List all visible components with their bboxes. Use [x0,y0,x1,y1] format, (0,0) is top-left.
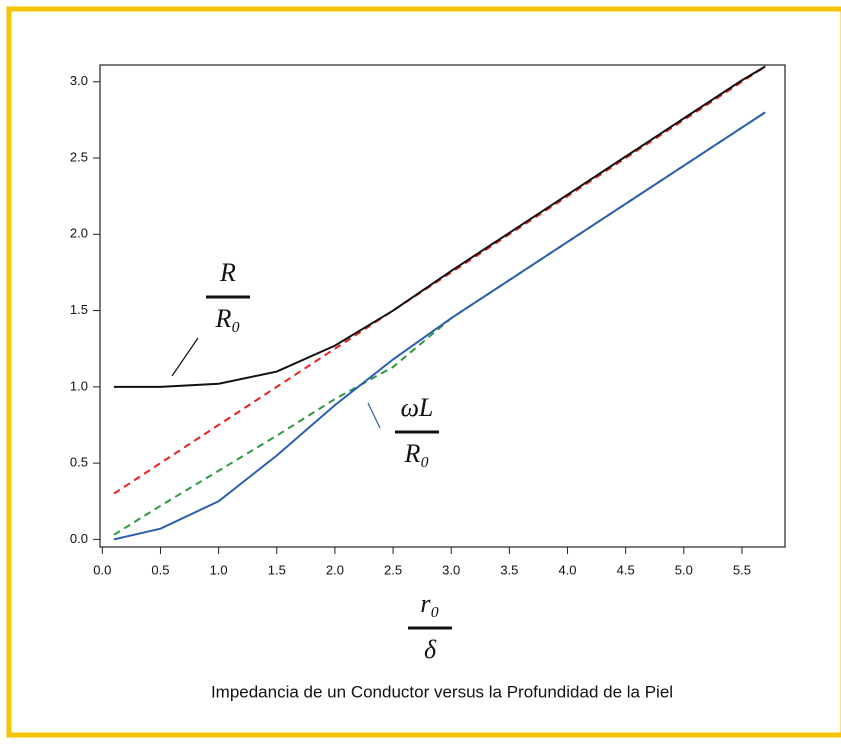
annotation-numerator: ωL [401,393,434,422]
x-tick-label: 2.5 [384,562,402,577]
y-tick-label: 2.0 [70,226,88,241]
y-tick-label: 0.5 [70,455,88,470]
y-tick-label: 1.5 [70,302,88,317]
x-tick-label: 0.5 [151,562,169,577]
annotation-numerator: R [219,258,236,287]
annotation-denominator: R₀ [215,304,241,333]
x-tick-label: 3.5 [500,562,518,577]
series-line [113,111,766,541]
series-line [113,65,766,495]
y-tick-label: 0.0 [70,531,88,546]
chart-title: Impedancia de un Conductor versus la Pro… [211,682,673,701]
y-tick-label: 3.0 [70,73,88,88]
y-tick-label: 1.0 [70,378,88,393]
x-tick-label: 1.0 [210,562,228,577]
x-tick-label: 3.0 [442,562,460,577]
leader-line [171,337,199,377]
x-tick-label: 5.5 [733,562,751,577]
x-tick-label: 2.0 [326,562,344,577]
x-tick-label: 5.0 [675,562,693,577]
leader-line [367,402,381,429]
plot-area [99,64,786,548]
x-tick-label: 0.0 [93,562,111,577]
x-axis-label-numerator: r₀ [420,589,439,618]
frame [6,6,841,738]
annotation-denominator: R₀ [404,439,430,468]
x-axis-label-denominator: δ [424,635,437,664]
x-tick-label: 1.5 [268,562,286,577]
series-line [113,65,766,388]
y-tick-label: 2.5 [70,149,88,164]
x-tick-label: 4.5 [617,562,635,577]
x-tick-label: 4.0 [558,562,576,577]
